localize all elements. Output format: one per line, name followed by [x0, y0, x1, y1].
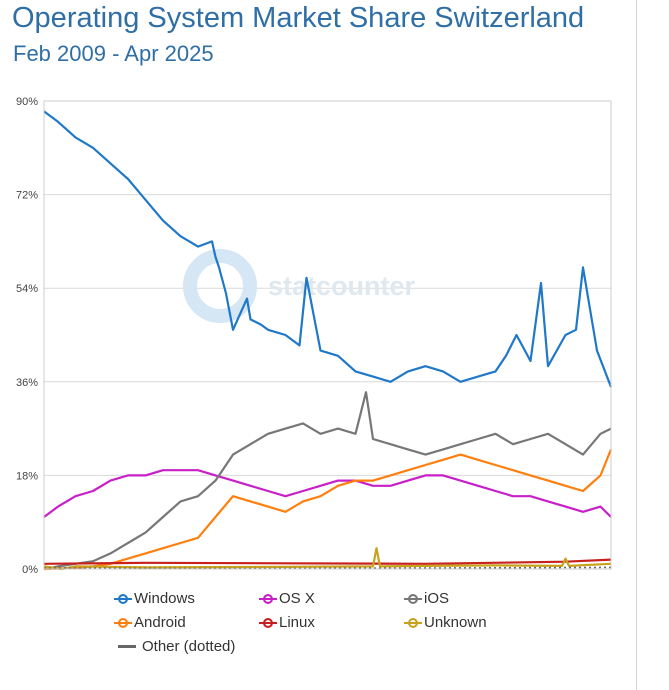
series-line-android — [43, 448, 613, 571]
plot-border — [43, 100, 612, 570]
legend-circle-icon — [404, 593, 422, 604]
chart-subtitle: Feb 2009 - Apr 2025 — [13, 41, 214, 66]
legend-item[interactable]: Other (dotted) — [118, 638, 235, 655]
y-tick-label: 36% — [16, 377, 38, 389]
legend-item[interactable]: Linux — [259, 614, 315, 631]
legend-item[interactable]: iOS — [404, 590, 450, 607]
y-axis-ticks: 0% 18% 36% 54% 72% 90% — [16, 96, 38, 576]
legend-label: iOS — [424, 590, 450, 607]
legend-item[interactable]: Unknown — [404, 614, 487, 631]
line-chart: 0% 18% 36% 54% 72% 90% statcounter — [16, 96, 613, 576]
chart-title: Operating System Market Share Switzerlan… — [12, 2, 585, 34]
series-line-unknown — [43, 547, 612, 571]
legend-circle-icon — [114, 617, 132, 628]
legend-item[interactable]: OS X — [259, 590, 315, 607]
y-tick-label: 54% — [16, 283, 38, 295]
watermark-logo-icon — [183, 249, 257, 323]
y-tick-label: 72% — [16, 190, 38, 202]
y-tick-label: 90% — [16, 96, 38, 108]
legend-label: OS X — [279, 590, 315, 607]
series-line-windows — [43, 110, 613, 388]
legend-label: Windows — [134, 590, 195, 607]
series-line-ios — [43, 391, 612, 571]
legend-label: Other (dotted) — [142, 638, 236, 655]
legend-circle-icon — [114, 593, 132, 604]
legend-circle-icon — [259, 593, 277, 604]
grid-lines — [44, 100, 611, 570]
legend-label: Unknown — [424, 614, 487, 631]
y-tick-label: 18% — [16, 470, 38, 482]
legend-circle-icon — [404, 617, 422, 628]
legend-label: Android — [134, 614, 186, 631]
legend-item[interactable]: Windows — [114, 590, 195, 607]
y-tick-label: 0% — [22, 564, 38, 576]
series-line-linux — [43, 558, 612, 565]
panel-divider — [636, 0, 637, 690]
legend-label: Linux — [279, 614, 315, 631]
statcounter-watermark: statcounter — [183, 249, 416, 323]
legend-item[interactable]: Android — [114, 614, 186, 631]
series-line-os-x — [43, 469, 612, 518]
legend-circle-icon — [259, 617, 277, 628]
legend-line-icon — [118, 645, 136, 648]
series-lines — [43, 110, 613, 571]
watermark-text: statcounter — [268, 271, 416, 301]
